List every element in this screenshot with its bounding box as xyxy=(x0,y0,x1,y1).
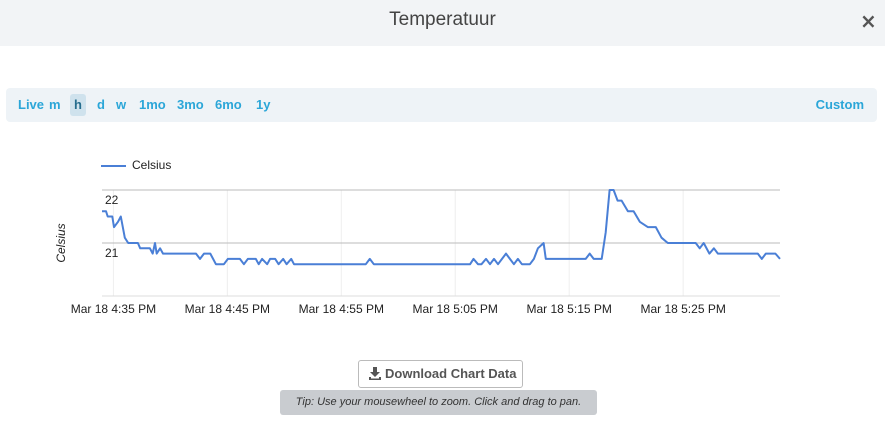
range-button[interactable]: w xyxy=(116,97,127,112)
range-button[interactable]: 1y xyxy=(256,97,271,112)
download-button[interactable]: Download Chart Data xyxy=(358,360,523,388)
range-button[interactable]: h xyxy=(70,94,86,116)
download-icon xyxy=(369,367,381,380)
chart: Celsius Celsius Mar 18 4:35 PM Mar 18 4:4… xyxy=(54,158,781,316)
custom-button[interactable]: Custom xyxy=(815,97,864,112)
x-tick-label: Mar 18 4:45 PM xyxy=(185,302,270,316)
x-tick-label: Mar 18 5:25 PM xyxy=(640,302,725,316)
x-tick-label: Mar 18 4:55 PM xyxy=(299,302,384,316)
range-button[interactable]: 1mo xyxy=(139,97,166,112)
close-button[interactable]: × xyxy=(860,9,877,33)
y-tick-label: 21 xyxy=(105,246,119,260)
header xyxy=(0,0,885,46)
range-toolbar: Custom Live m h d w 1mo 3mo 6mo 1y xyxy=(6,88,877,122)
range-button[interactable]: 6mo xyxy=(215,97,242,112)
x-tick-label: Mar 18 5:05 PM xyxy=(413,302,498,316)
x-tick-label: Mar 18 5:15 PM xyxy=(527,302,612,316)
tip: Tip: Use your mousewheel to zoom. Click … xyxy=(280,390,597,415)
range-button[interactable]: m xyxy=(49,97,61,112)
x-tick-label: Mar 18 4:35 PM xyxy=(71,302,156,316)
range-button[interactable]: d xyxy=(97,97,105,112)
y-tick-label: 22 xyxy=(105,193,119,207)
range-button[interactable]: 3mo xyxy=(177,97,204,112)
range-button[interactable]: Live xyxy=(18,97,45,112)
download-label: Download Chart Data xyxy=(385,366,517,381)
line-series xyxy=(102,189,781,266)
title: Temperatuur xyxy=(389,9,496,30)
y-axis-label: Celsius xyxy=(54,223,68,262)
legend-label: Celsius xyxy=(132,158,171,172)
